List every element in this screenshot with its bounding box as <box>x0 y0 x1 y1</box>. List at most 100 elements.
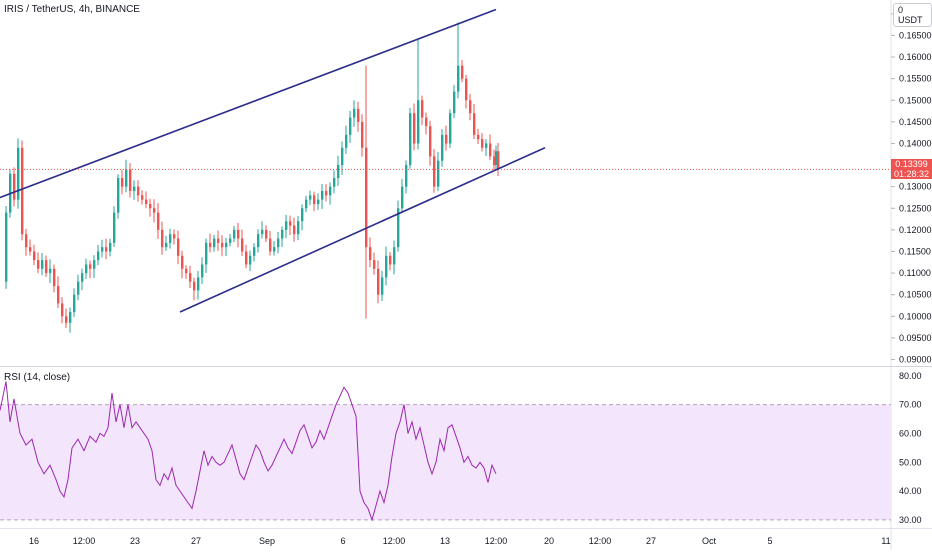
candle-body <box>253 247 256 256</box>
candle-body <box>341 147 344 166</box>
candle-body <box>105 247 108 252</box>
candle-body <box>477 134 480 140</box>
candle-body <box>157 212 160 230</box>
rsi-tick-label: 30.00 <box>899 515 922 525</box>
price-tick-label: 0.09000 <box>899 355 932 365</box>
time-tick-label: 13 <box>440 536 450 546</box>
candle-body <box>169 234 172 243</box>
price-tick-label: 0.15500 <box>899 74 932 84</box>
candle-body <box>73 294 76 312</box>
time-tick-label: 20 <box>544 536 554 546</box>
trendline <box>0 8 497 199</box>
candle-body <box>149 203 152 209</box>
candle-body <box>237 229 240 239</box>
candle-body <box>85 264 88 274</box>
candle-body <box>189 273 192 282</box>
candle-body <box>233 229 236 239</box>
price-tick-label: 0.09500 <box>899 333 932 343</box>
price-tick-label: 0.14000 <box>899 138 932 148</box>
price-tick-label: 0.15000 <box>899 95 932 105</box>
candle-body <box>381 277 384 295</box>
candle-body <box>265 229 268 239</box>
candle-body <box>77 281 80 295</box>
currency-button[interactable]: 0 USDT <box>893 3 932 27</box>
candle-body <box>225 242 228 248</box>
candle-body <box>269 238 272 252</box>
candle-body <box>357 108 360 122</box>
candle-body <box>245 251 248 265</box>
candle-body <box>133 186 136 191</box>
time-tick-label: 16 <box>29 536 39 546</box>
candle-body <box>461 65 464 79</box>
candle-body <box>221 242 224 248</box>
candle-body <box>81 273 84 282</box>
candle-body <box>121 178 124 187</box>
symbol-title[interactable]: IRIS / TetherUS, 4h, BINANCE <box>4 4 140 15</box>
candle-body <box>193 281 196 291</box>
candle-body <box>489 143 492 157</box>
time-tick-label: 12:00 <box>73 536 96 546</box>
candle-body <box>373 260 376 269</box>
candle-body <box>425 117 428 127</box>
rsi-tick-label: 60.00 <box>899 428 922 438</box>
candle-body <box>493 156 496 166</box>
candle-body <box>201 264 204 278</box>
candle-body <box>145 199 148 204</box>
candle-body <box>497 151 500 170</box>
candle-body <box>377 268 380 295</box>
price-tick-label: 0.14500 <box>899 117 932 127</box>
candle-body <box>305 199 308 209</box>
candle-body <box>285 221 288 230</box>
last-price-tag: 0.13399 01:28:32 <box>891 159 932 180</box>
price-tick-label: 0.10500 <box>899 290 932 300</box>
candle-body <box>437 160 440 187</box>
candle-body <box>369 247 372 261</box>
candle-body <box>21 147 24 235</box>
candle-body <box>213 238 216 248</box>
price-tick-label: 0.10000 <box>899 311 932 321</box>
candle-body <box>101 247 104 252</box>
time-tick-label: 12:00 <box>383 536 406 546</box>
candle-body <box>349 117 352 135</box>
candle-body <box>109 242 112 252</box>
time-tick-label: 23 <box>130 536 140 546</box>
rsi-tick-label: 80.00 <box>899 371 922 381</box>
candle-body <box>337 165 340 179</box>
candle-body <box>321 190 324 200</box>
candle-body <box>469 100 472 114</box>
candle-body <box>429 126 432 157</box>
candle-body <box>25 234 28 248</box>
price-tick-label: 0.13000 <box>899 182 932 192</box>
rsi-line <box>0 381 497 522</box>
time-tick-label: 12:00 <box>485 536 508 546</box>
candle-body <box>345 134 348 148</box>
candle-body <box>177 238 180 256</box>
candle-body <box>185 268 188 274</box>
rsi-layer <box>0 381 497 522</box>
candle-body <box>449 113 452 144</box>
candle-body <box>421 100 424 118</box>
candle-body <box>313 195 316 204</box>
price-tick-label: 0.16000 <box>899 52 932 62</box>
candle-body <box>281 229 284 239</box>
last-price-value: 0.13399 <box>895 159 928 170</box>
candle-body <box>209 242 212 248</box>
trend-layer <box>0 8 546 313</box>
candle-body <box>333 178 336 187</box>
candle-body <box>277 238 280 248</box>
candle-body <box>141 195 144 200</box>
rsi-indicator-label[interactable]: RSI (14, close) <box>4 372 71 383</box>
candle-body <box>93 260 96 269</box>
currency-caret: 0 <box>898 5 904 15</box>
candle-body <box>465 78 468 101</box>
candle-body <box>301 208 304 222</box>
candle-body <box>445 134 448 144</box>
candle-body <box>45 260 48 274</box>
candle-body <box>397 208 400 248</box>
candle-body <box>137 186 140 196</box>
candle-body <box>69 311 72 323</box>
candle-body <box>473 113 476 135</box>
candle-body <box>13 173 16 200</box>
